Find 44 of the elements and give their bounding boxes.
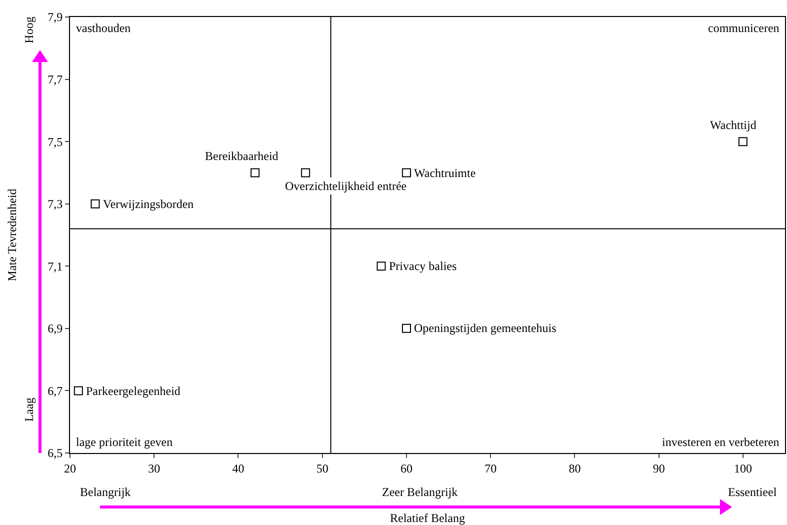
y-tick-label: 7,5: [48, 134, 63, 149]
y-tick-label: 6,5: [48, 446, 63, 460]
point: [90, 199, 100, 208]
annotation: Wachttijd: [710, 118, 756, 132]
y-tick-label: 6,7: [48, 384, 63, 398]
y-tick-label: 6,9: [48, 322, 63, 336]
point: [250, 168, 260, 178]
annotation: communiceren: [708, 21, 780, 35]
x-tick-label: 70: [484, 461, 497, 476]
text: Hoog: [22, 16, 36, 44]
annotation: Wachtruimte: [414, 166, 476, 180]
x-tick-label: 40: [232, 461, 244, 476]
x-tick-label: 50: [316, 461, 328, 476]
point: [376, 262, 386, 271]
y-axis-title: Mate Tevredenheid: [4, 188, 19, 282]
annotation: Openingstijden gemeentehuis: [414, 321, 557, 335]
y-tick-label: 7,7: [48, 72, 63, 86]
x-tick-label: 80: [568, 461, 581, 476]
y-tick-label: 7,1: [48, 259, 63, 274]
point: [402, 168, 411, 178]
point: [738, 137, 748, 146]
annotation: Privacy balies: [389, 259, 457, 273]
text: Laag: [22, 398, 36, 422]
x-tick-label: 100: [734, 461, 752, 476]
point: [301, 168, 310, 178]
text: Belangrijk: [80, 485, 131, 499]
x-axis-title: Relatief Belang: [390, 511, 465, 525]
annotation: Verwijzingsborden: [103, 197, 194, 211]
x-tick-label: 60: [400, 461, 412, 476]
x-tick-label: 20: [64, 461, 76, 476]
annotation: Parkeergelegenheid: [86, 384, 180, 398]
text: Essentieel: [728, 485, 778, 499]
annotation: investeren en verbeteren: [662, 435, 780, 449]
y-tick-label: 7,9: [48, 10, 63, 24]
x-tick-label: 90: [652, 461, 665, 476]
annotation: vasthouden: [76, 21, 131, 35]
annotation: Overzichtelijkheid entrée: [285, 179, 407, 193]
y-tick-label: 7,3: [48, 197, 63, 212]
point: [74, 386, 83, 396]
point: [402, 324, 411, 333]
annotation: Bereikbaarheid: [205, 149, 278, 163]
annotation: lage prioriteit geven: [76, 435, 173, 449]
text: Zeer Belangrijk: [382, 485, 458, 499]
x-tick-label: 30: [148, 461, 160, 476]
